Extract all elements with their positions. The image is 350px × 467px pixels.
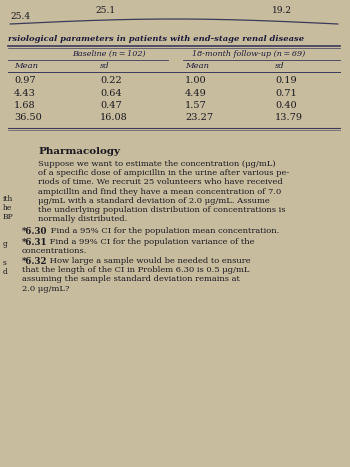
Text: 4.49: 4.49 [185,89,207,98]
Text: of a specific dose of ampicillin in the urine after various pe-: of a specific dose of ampicillin in the … [38,169,289,177]
Text: Find a 95% CI for the population mean concentration.: Find a 95% CI for the population mean co… [48,227,279,235]
Text: 1.00: 1.00 [185,76,206,85]
Text: 0.22: 0.22 [100,76,122,85]
Text: 25.1: 25.1 [95,6,115,15]
Text: Find a 99% CI for the population variance of the: Find a 99% CI for the population varianc… [47,238,254,246]
Text: 4.43: 4.43 [14,89,36,98]
Text: 36.50: 36.50 [14,113,42,122]
Text: Baseline (n = 102): Baseline (n = 102) [72,50,146,58]
Text: 25.4: 25.4 [10,12,30,21]
Text: 0.40: 0.40 [275,101,297,110]
Text: ith: ith [3,195,13,203]
Text: How large a sample would be needed to ensure: How large a sample would be needed to en… [47,257,251,265]
Text: he: he [3,204,12,212]
Text: 2.0 μg/mL?: 2.0 μg/mL? [22,284,70,293]
Text: BP: BP [3,213,14,221]
Text: 0.97: 0.97 [14,76,36,85]
Text: Mean: Mean [185,62,209,70]
Text: 0.47: 0.47 [100,101,122,110]
Text: *6.31: *6.31 [22,238,48,247]
Text: ampicillin and find they have a mean concentration of 7.0: ampicillin and find they have a mean con… [38,188,281,196]
Text: 0.64: 0.64 [100,89,122,98]
Text: 19.2: 19.2 [272,6,292,15]
Text: 18-month follow-up (n = 69): 18-month follow-up (n = 69) [192,50,305,58]
Text: Suppose we want to estimate the concentration (μg/mL): Suppose we want to estimate the concentr… [38,160,276,168]
Text: *6.30: *6.30 [22,227,48,236]
Text: Mean: Mean [14,62,38,70]
Text: concentrations.: concentrations. [22,247,88,255]
Text: assuming the sample standard deviation remains at: assuming the sample standard deviation r… [22,276,240,283]
Text: 1.68: 1.68 [14,101,36,110]
Text: μg/mL with a standard deviation of 2.0 μg/mL. Assume: μg/mL with a standard deviation of 2.0 μ… [38,197,270,205]
Text: that the length of the CI in Problem 6.30 is 0.5 μg/mL: that the length of the CI in Problem 6.3… [22,266,250,274]
Text: 0.71: 0.71 [275,89,297,98]
Text: rsiological parameters in patients with end-stage renal disease: rsiological parameters in patients with … [8,35,304,43]
Text: *6.32: *6.32 [22,257,48,266]
Text: riods of time. We recruit 25 volunteers who have received: riods of time. We recruit 25 volunteers … [38,178,283,186]
Text: 23.27: 23.27 [185,113,213,122]
Text: Pharmacology: Pharmacology [38,147,120,156]
Text: s: s [3,259,7,267]
Text: 1.57: 1.57 [185,101,207,110]
Text: sd: sd [275,62,285,70]
Text: 16.08: 16.08 [100,113,128,122]
Text: normally distributed.: normally distributed. [38,215,127,223]
Text: 13.79: 13.79 [275,113,303,122]
Text: g: g [3,240,8,248]
Text: the underlying population distribution of concentrations is: the underlying population distribution o… [38,206,286,214]
Text: d: d [3,268,8,276]
Text: 0.19: 0.19 [275,76,297,85]
Text: sd: sd [100,62,110,70]
